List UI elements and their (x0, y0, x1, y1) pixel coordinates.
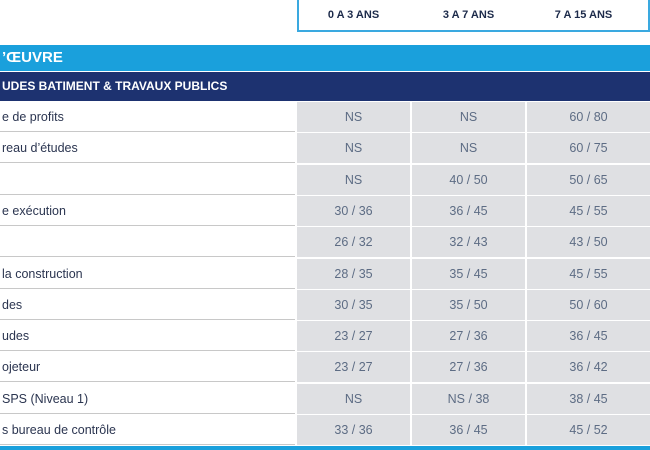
cell-value: NS (297, 133, 410, 164)
row-label: reau d’études (0, 133, 295, 164)
column-header: 0 A 3 ANS (327, 9, 380, 21)
cell-value: 27 / 36 (412, 321, 525, 352)
cell-value: 45 / 55 (527, 258, 650, 289)
row-label: des (0, 290, 295, 320)
row-label (0, 165, 295, 195)
cell-value: 28 / 35 (297, 258, 410, 289)
cell-value: 30 / 36 (297, 195, 410, 226)
cell-value: 50 / 65 (527, 164, 650, 195)
column-header: 3 A 7 ANS (442, 9, 495, 21)
cell-value: NS (297, 164, 410, 195)
cell-value: NS (412, 102, 525, 132)
cell-value: 26 / 32 (297, 227, 410, 258)
row-label: udes (0, 321, 295, 352)
cell-value: 36 / 45 (412, 195, 525, 226)
section-band: ’ŒUVRE (0, 45, 650, 71)
cell-value: 36 / 45 (412, 415, 525, 445)
header-box (297, 0, 650, 32)
cell-value: 40 / 50 (412, 164, 525, 195)
cell-value: 35 / 45 (412, 258, 525, 289)
cell-value: 30 / 35 (297, 289, 410, 320)
cell-value: 36 / 45 (527, 321, 650, 352)
row-label: SPS (Niveau 1) (0, 384, 295, 414)
column-header: 7 A 15 ANS (554, 9, 613, 21)
row-label: s bureau de contrôle (0, 415, 295, 445)
cell-value: 60 / 75 (527, 133, 650, 164)
cell-value: 60 / 80 (527, 102, 650, 132)
cell-value: NS / 38 (412, 383, 525, 414)
cell-value: 23 / 27 (297, 321, 410, 352)
cell-value: 35 / 50 (412, 289, 525, 320)
cell-value: NS (412, 133, 525, 164)
cell-value: 45 / 55 (527, 195, 650, 226)
cell-value: 50 / 60 (527, 289, 650, 320)
row-label: e exécution (0, 196, 295, 226)
row-label: ojeteur (0, 352, 295, 383)
cell-value: NS (297, 383, 410, 414)
cell-value: 38 / 45 (527, 383, 650, 414)
cell-value: 23 / 27 (297, 352, 410, 383)
cell-value: 36 / 42 (527, 352, 650, 383)
cell-value: 43 / 50 (527, 227, 650, 258)
cell-value: 27 / 36 (412, 352, 525, 383)
cell-value: 33 / 36 (297, 415, 410, 445)
subsection-band: UDES BATIMENT & TRAVAUX PUBLICS (0, 72, 650, 101)
cell-value: NS (297, 102, 410, 132)
row-label: la construction (0, 259, 295, 289)
row-label: e de profits (0, 102, 295, 132)
bottom-rule (0, 446, 650, 450)
cell-value: 45 / 52 (527, 415, 650, 445)
row-label (0, 227, 295, 258)
cell-value: 32 / 43 (412, 227, 525, 258)
